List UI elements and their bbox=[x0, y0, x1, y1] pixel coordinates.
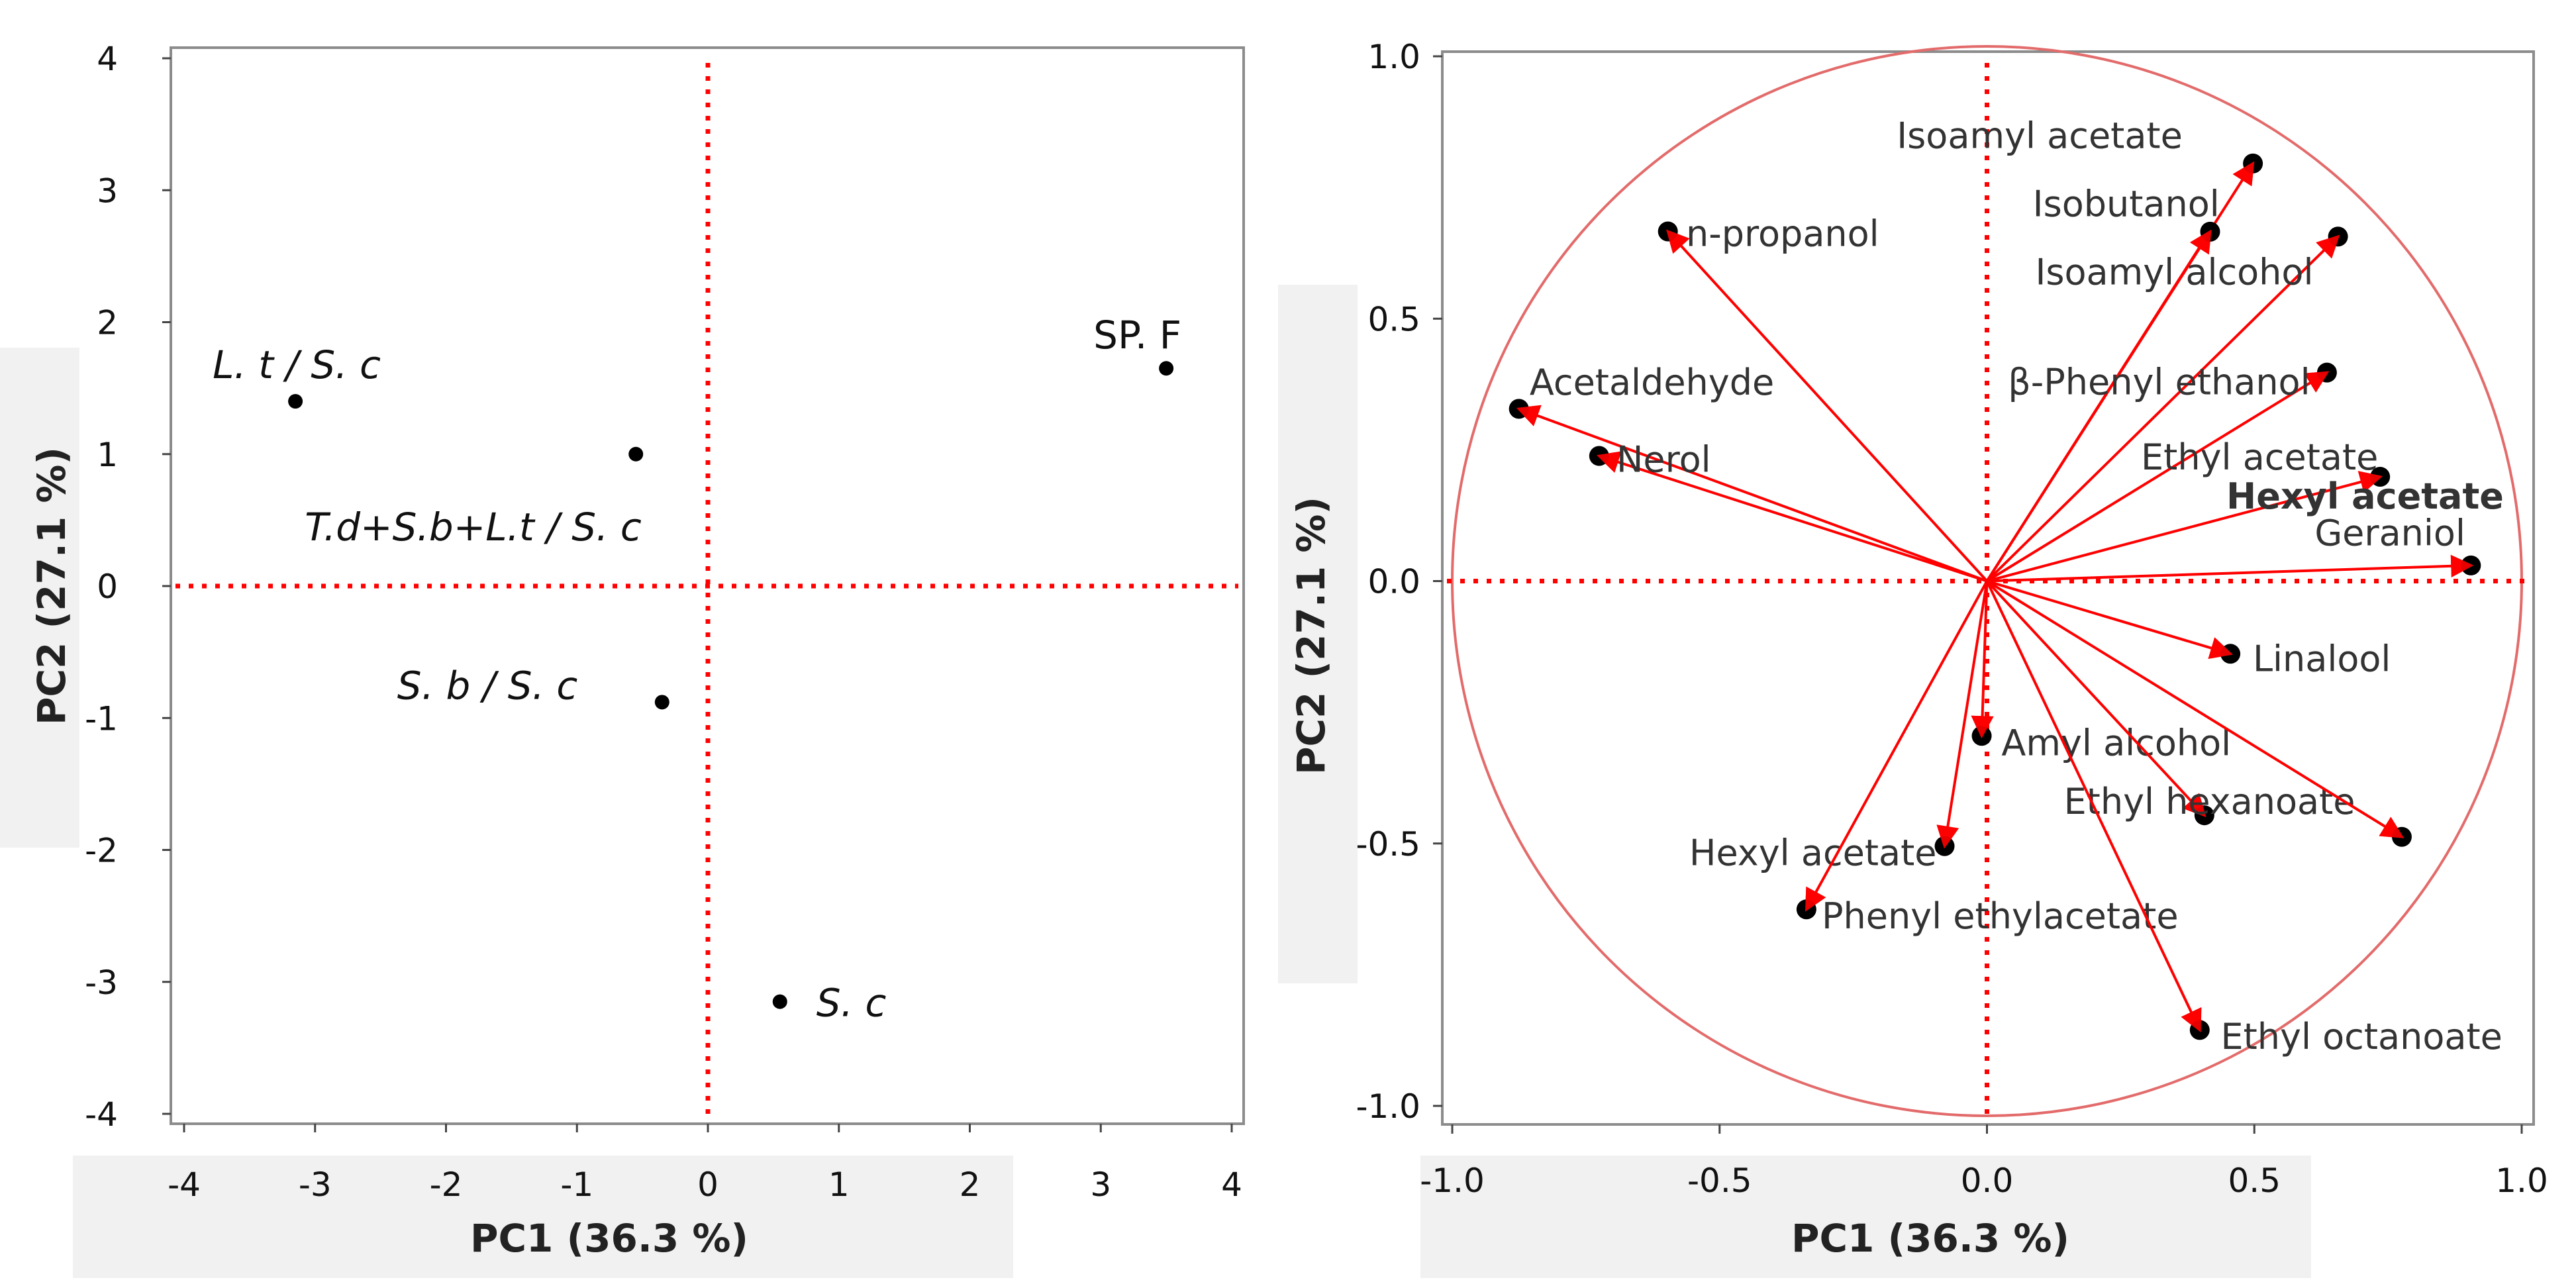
score-point bbox=[654, 695, 669, 710]
loading-vector-label: Ethyl hexanoate bbox=[2064, 781, 2355, 822]
loading-plot-x-axis-label: PC1 (36.3 %) bbox=[1791, 1216, 2069, 1261]
score-plot-reference-lines bbox=[175, 63, 1238, 1119]
score-plot-points: L. t / S. c T.d+S.b+L.t / S. c SP. F S. b /… bbox=[213, 313, 1181, 1025]
y-tick-label: 4 bbox=[97, 40, 118, 78]
loading-vector-arrowhead-overlay bbox=[1805, 886, 1826, 912]
x-tick-label: -0.5 bbox=[1687, 1162, 1752, 1200]
loading-vector-arrowhead-overlay bbox=[2232, 161, 2255, 187]
loading-vector bbox=[1516, 407, 1988, 583]
y-tick-label: -3 bbox=[85, 964, 118, 1002]
x-tick-label: -2 bbox=[430, 1165, 463, 1204]
loading-vector-label: Isoamyl acetate bbox=[1897, 115, 2183, 157]
loading-vector bbox=[1986, 580, 2208, 818]
x-tick-label: 3 bbox=[1090, 1165, 1111, 1204]
loading-vector bbox=[1985, 228, 2213, 582]
loading-vector bbox=[1987, 564, 2474, 583]
loading-vector-label: Amyl alcohol bbox=[2001, 722, 2231, 764]
loading-vector bbox=[1980, 581, 1989, 739]
score-point-label: L. t / S. c bbox=[213, 342, 381, 387]
loading-vector-arrowhead-overlay bbox=[1666, 229, 1690, 254]
score-point bbox=[288, 394, 303, 409]
y-tick-label: 2 bbox=[97, 304, 118, 342]
loading-vector-label: Isobutanol bbox=[2033, 183, 2220, 225]
y-tick-label: 0.5 bbox=[1367, 300, 1420, 338]
loading-vector-arrowhead-overlay bbox=[2316, 234, 2340, 259]
x-tick-label: 0.5 bbox=[2228, 1162, 2281, 1200]
loading-vector-arrowhead-overlay bbox=[1971, 715, 1994, 739]
loading-vector-label: Acetaldehyde bbox=[1530, 362, 1774, 403]
y-tick-label: 3 bbox=[97, 172, 118, 210]
y-tick-label: 0 bbox=[97, 568, 118, 606]
loading-vector bbox=[1986, 370, 2330, 583]
loading-vector-label: Geraniol bbox=[2314, 513, 2465, 554]
score-point bbox=[628, 446, 644, 462]
loading-vector-arrowhead-overlay bbox=[2450, 554, 2474, 577]
loading-plot: -1.0 -0.5 0.0 0.5 1.0 -1.0 -0.5 0.0 0.5 1.0 Isoam… bbox=[1289, 38, 2548, 1261]
score-point-label: SP. F bbox=[1093, 313, 1181, 358]
score-plot-ticks: -4 -3 -2 -1 0 1 2 3 4 -4 -3 -2 -1 0 1 2 3 4 bbox=[85, 40, 1242, 1204]
loading-vector-label: Ethyl acetate bbox=[2141, 436, 2378, 478]
loading-vector-label: Phenyl ethylacetate bbox=[1822, 895, 2179, 937]
x-tick-label: -1.0 bbox=[1420, 1162, 1485, 1200]
loading-vector-arrowhead-overlay bbox=[2190, 229, 2212, 255]
score-point-label: T.d+S.b+L.t / S. c bbox=[305, 505, 642, 550]
loading-vector-label: Hexyl acetate bbox=[1689, 832, 1937, 874]
score-point bbox=[1159, 361, 1174, 376]
loading-vector-label: Isoamyl alcohol bbox=[2035, 251, 2313, 293]
loading-plot-y-axis-label: PC2 (27.1 %) bbox=[1289, 497, 1334, 775]
y-tick-label: 0.0 bbox=[1367, 563, 1420, 601]
x-tick-label: -4 bbox=[168, 1165, 201, 1204]
loading-vector-label: Nerol bbox=[1616, 438, 1711, 480]
loading-vector bbox=[1986, 579, 2234, 656]
loading-vector bbox=[1804, 580, 1989, 913]
loading-vector bbox=[1985, 580, 2203, 1033]
loading-vector-arrowhead-overlay bbox=[2304, 371, 2330, 393]
loading-vector-arrowhead-overlay bbox=[2357, 471, 2383, 493]
loading-plot-reference-lines bbox=[1447, 63, 2530, 1119]
x-tick-label: 1 bbox=[828, 1165, 850, 1204]
loading-plot-ticks: -1.0 -0.5 0.0 0.5 1.0 -1.0 -0.5 0.0 0.5 1.0 bbox=[1356, 38, 2548, 1200]
x-tick-label: 0.0 bbox=[1961, 1162, 2014, 1200]
y-tick-label: -1.0 bbox=[1356, 1087, 1420, 1126]
y-tick-label: -2 bbox=[85, 832, 118, 870]
score-point-label: S. b / S. c bbox=[397, 663, 578, 708]
x-tick-label: 0 bbox=[697, 1165, 718, 1204]
loading-vector-arrowhead-overlay bbox=[1936, 824, 1959, 849]
y-tick-label: -1 bbox=[85, 699, 118, 738]
loading-vector-arrowhead-overlay bbox=[2379, 816, 2404, 838]
y-tick-label: -0.5 bbox=[1356, 825, 1420, 864]
score-plot-x-axis-label: PC1 (36.3 %) bbox=[470, 1216, 748, 1261]
y-tick-label: 1.0 bbox=[1367, 38, 1420, 76]
score-plot: -4 -3 -2 -1 0 1 2 3 4 -4 -3 -2 -1 0 1 2 3 4 L. t / S. c T.… bbox=[29, 40, 1245, 1261]
loading-vector-label: n-propanol bbox=[1686, 213, 1879, 255]
loading-vector-arrowhead-overlay bbox=[1597, 451, 1622, 473]
y-tick-label: -4 bbox=[85, 1095, 118, 1134]
loading-vector-label: Hexyl acetate bbox=[2226, 475, 2504, 517]
loading-vector bbox=[1986, 475, 2383, 583]
loading-vector-arrowhead-overlay bbox=[2208, 637, 2233, 660]
loading-vector bbox=[1665, 228, 1988, 582]
loading-vector bbox=[1596, 454, 1988, 583]
x-tick-label: 4 bbox=[1221, 1165, 1242, 1204]
loading-vector bbox=[1986, 234, 2341, 582]
loading-vector-arrowhead-overlay bbox=[1516, 405, 1542, 426]
score-point bbox=[772, 994, 787, 1009]
x-tick-label: -3 bbox=[299, 1165, 332, 1204]
loading-vector-arrowhead-overlay bbox=[2182, 793, 2206, 818]
loading-vector-label: Linalool bbox=[2253, 638, 2391, 679]
x-tick-label: 1.0 bbox=[2495, 1162, 2548, 1200]
x-tick-label: 2 bbox=[960, 1165, 981, 1204]
x-tick-label: -1 bbox=[560, 1165, 593, 1204]
score-point-label: S. c bbox=[817, 981, 887, 1026]
loading-vector-label: Ethyl octanoate bbox=[2221, 1016, 2502, 1058]
loading-plot-vectors: Isoamyl acetate Isobutanol Isoamyl alcohol… bbox=[1509, 115, 2504, 1058]
score-plot-y-axis-label: PC2 (27.1 %) bbox=[29, 447, 74, 725]
y-tick-label: 1 bbox=[97, 436, 118, 474]
loading-vector bbox=[1942, 581, 1989, 849]
loading-vector bbox=[1986, 579, 2405, 840]
loading-vector-label: β-Phenyl ethanol bbox=[2008, 362, 2310, 403]
loading-vector-arrowhead-overlay bbox=[2181, 1007, 2202, 1033]
